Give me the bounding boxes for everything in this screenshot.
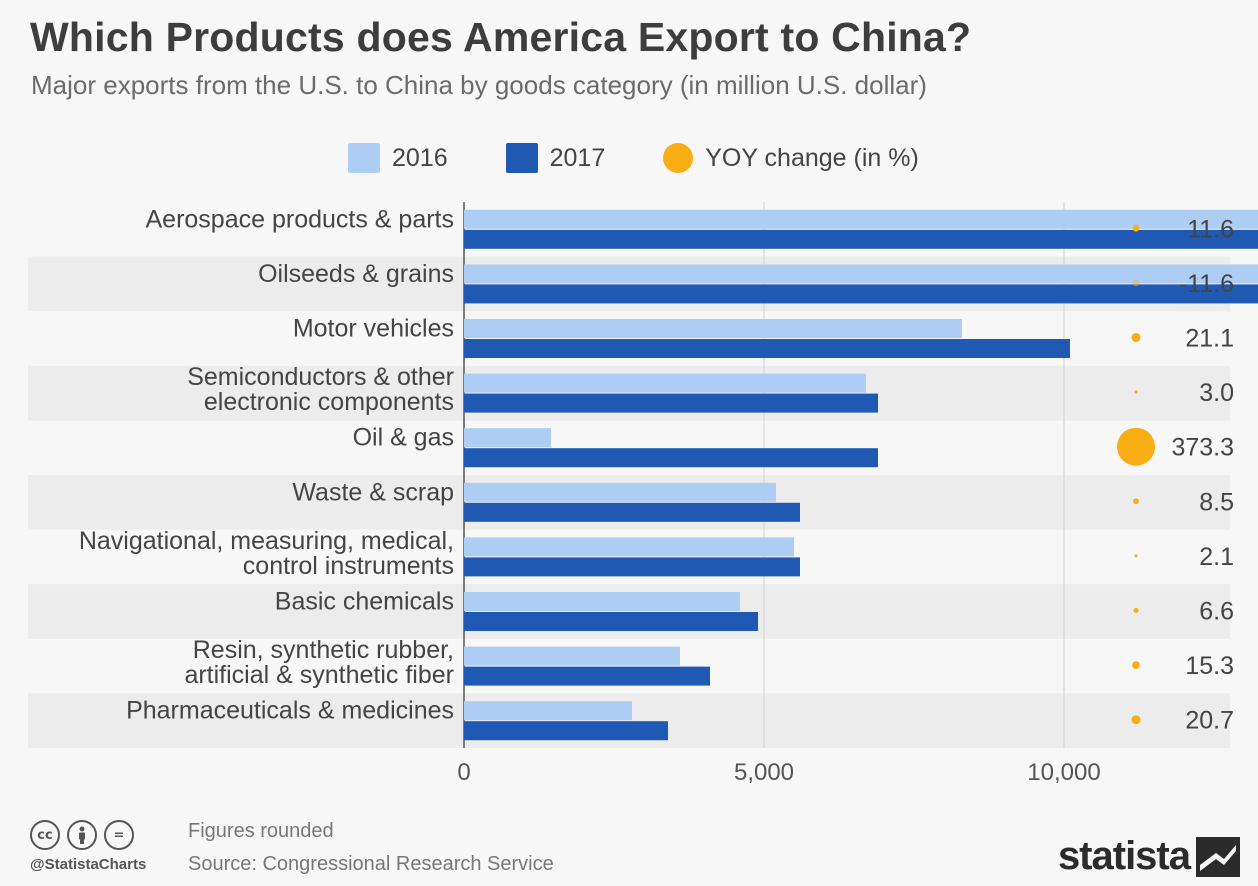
category-label: Basic chemicals xyxy=(275,588,454,616)
category-label: Navigational, measuring, medical, xyxy=(79,527,454,555)
category-label: Oil & gas xyxy=(353,424,454,452)
yoy-label: 20.7 xyxy=(1185,707,1234,735)
yoy-bubble xyxy=(1131,715,1141,725)
category-label: Resin, synthetic rubber, xyxy=(193,636,454,664)
bar-2016 xyxy=(464,319,962,338)
bar-2016 xyxy=(464,482,776,502)
yoy-bubble xyxy=(1133,607,1139,614)
bar-2017 xyxy=(464,721,668,741)
category-label: Oilseeds & grains xyxy=(258,260,454,288)
legend-label-yoy: YOY change (in %) xyxy=(705,143,919,172)
legend: 2016 2017 YOY change (in %) xyxy=(348,141,919,175)
legend-label-2016: 2016 xyxy=(392,143,448,172)
social-handle: @StatistaCharts xyxy=(30,856,147,873)
yoy-bubble xyxy=(1131,332,1141,343)
chart-title: Which Products does America Export to Ch… xyxy=(30,14,972,60)
yoy-label: -11.6 xyxy=(1179,270,1234,298)
bar-chart: Aerospace products & parts 11.6 Oilseeds &… xyxy=(28,202,1258,786)
bar-2017 xyxy=(464,557,800,577)
bar-2017 xyxy=(464,448,878,468)
yoy-bubble xyxy=(1134,554,1138,558)
yoy-bubble xyxy=(1132,279,1140,287)
bar-2017 xyxy=(464,502,800,522)
yoy-label: 11.6 xyxy=(1187,215,1234,243)
creative-commons-icon: cc xyxy=(30,820,60,850)
legend-swatch-2016 xyxy=(348,143,380,173)
yoy-bubble xyxy=(1132,224,1140,232)
yoy-label: 15.3 xyxy=(1185,652,1234,680)
bar-2017 xyxy=(464,229,1258,249)
bar-2016 xyxy=(464,592,740,611)
legend-label-2017: 2017 xyxy=(549,143,606,172)
x-tick-label: 10,000 xyxy=(1027,759,1100,786)
category-label: control instruments xyxy=(243,552,454,580)
category-label: artificial & synthetic fiber xyxy=(184,661,454,689)
bar-2016 xyxy=(464,209,1258,229)
yoy-bubble xyxy=(1132,661,1140,669)
bar-2016 xyxy=(464,701,632,721)
statista-logo: statista xyxy=(1058,834,1240,879)
category-label: Pharmaceuticals & medicines xyxy=(126,697,454,725)
yoy-label: 2.1 xyxy=(1199,543,1234,571)
source-note: Source: Congressional Research Service xyxy=(188,853,554,875)
x-tick-label: 5,000 xyxy=(734,759,794,786)
no-derivatives-icon: = xyxy=(104,820,134,850)
yoy-label: 8.5 xyxy=(1199,488,1234,516)
attribution-icon xyxy=(67,820,97,850)
yoy-bubble xyxy=(1133,498,1139,505)
bar-2016 xyxy=(464,646,680,666)
category-label: Motor vehicles xyxy=(293,315,454,343)
x-tick-label: 0 xyxy=(457,759,470,786)
bar-2017 xyxy=(464,666,710,686)
license-icons: cc = xyxy=(30,820,141,850)
yoy-label: 21.1 xyxy=(1185,325,1234,353)
brand-name: statista xyxy=(1057,834,1191,878)
bar-2016 xyxy=(464,537,794,557)
legend-item-2016: 2016 xyxy=(348,143,448,173)
category-label: Semiconductors & other xyxy=(187,363,454,391)
bar-2017 xyxy=(464,339,1070,358)
bar-2017 xyxy=(464,393,878,413)
bar-2016 xyxy=(464,428,551,448)
category-label: electronic components xyxy=(204,388,454,416)
legend-swatch-2017 xyxy=(505,143,538,173)
bar-2016 xyxy=(464,264,1258,284)
category-label: Waste & scrap xyxy=(292,478,454,506)
yoy-bubble xyxy=(1134,390,1138,394)
category-label: Aerospace products & parts xyxy=(146,205,455,233)
yoy-label: 373.3 xyxy=(1171,434,1234,462)
chart-subtitle: Major exports from the U.S. to China by … xyxy=(31,70,927,100)
legend-item-2017: 2017 xyxy=(505,143,606,173)
bar-2017 xyxy=(464,612,758,631)
bar-2016 xyxy=(464,373,866,393)
bar-2017 xyxy=(464,284,1258,304)
yoy-label: 6.6 xyxy=(1199,598,1234,626)
statista-mark-icon xyxy=(1196,836,1240,877)
figures-note: Figures rounded xyxy=(188,820,334,842)
yoy-label: 3.0 xyxy=(1199,379,1234,407)
legend-swatch-yoy xyxy=(663,143,694,173)
legend-item-yoy: YOY change (in %) xyxy=(663,143,919,173)
yoy-bubble xyxy=(1117,427,1155,466)
